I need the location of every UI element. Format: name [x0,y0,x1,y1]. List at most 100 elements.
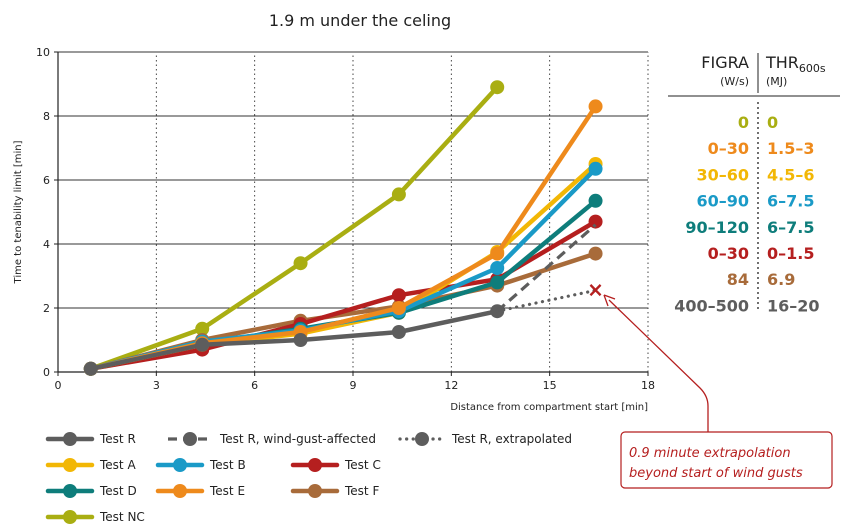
legend-item-test-d: Test D [48,484,137,498]
annotation: 0.9 minute extrapolation beyond start of… [604,295,832,488]
table-thr-value: 4.5–6 [767,165,814,184]
table-figra-value: 0–30 [708,139,749,158]
table-figra-value: 400–500 [674,296,749,315]
legend-item-test-f: Test F [293,484,379,498]
x-tick-label-0: 0 [55,379,62,392]
annotation-line-1: 0.9 minute extrapolation [629,446,791,461]
legend-item-test-nc: Test NC [48,510,145,524]
table-figra-value: 0 [738,113,749,132]
table-row-2: 30–60 4.5–6 [696,165,814,184]
legend-swatch-marker [308,484,322,498]
table-thr-value: 6.9 [767,270,795,289]
table-thr-value: 16–20 [767,296,820,315]
legend-swatch-marker [415,432,429,446]
point-test-b-4 [490,261,504,275]
table-thr-value: 0 [767,113,778,132]
legend-item-test-c: Test C [293,458,381,472]
table-row-7: 400–500 16–20 [674,296,819,315]
point-test-b-5 [589,162,603,176]
table-header-thr: THR600s [765,53,826,75]
legend-label: Test D [99,484,137,498]
point-test-e-5 [589,99,603,113]
table-row-4: 90–120 6–7.5 [685,218,814,237]
table-row-1: 0–30 1.5–3 [708,139,815,158]
legend-swatch-marker [63,432,77,446]
legend-label: Test F [344,484,379,498]
table-row-6: 84 6.9 [727,270,796,289]
legend-swatch-marker [308,458,322,472]
point-test-nc-3 [392,187,406,201]
series-test-r [84,304,504,376]
point-test-r-0 [84,362,98,376]
x-tick-label-1: 3 [153,379,160,392]
legend-item-test-r-wind-gust-affected: Test R, wind-gust-affected [168,432,376,446]
table-header-thr-main: THR [765,53,799,72]
point-test-r-3 [392,325,406,339]
point-test-e-4 [490,247,504,261]
series-layer: × [84,80,604,376]
y-axis-label: Time to tenability limit [min] [13,140,24,284]
point-test-d-4 [490,275,504,289]
legend-label: Test R, wind-gust-affected [219,432,376,446]
point-test-r-2 [294,333,308,347]
table-header-figra: FIGRA [701,53,749,72]
table-figra-value: 30–60 [696,165,749,184]
legend-label: Test R [99,432,136,446]
x-tick-label-6: 18 [641,379,655,392]
legend-label: Test E [209,484,245,498]
point-test-nc-2 [294,256,308,270]
y-tick-label-2: 4 [43,238,50,251]
y-tick-label-3: 6 [43,174,50,187]
x-tick-label-3: 9 [350,379,357,392]
legend-item-test-r-extrapolated: Test R, extrapolated [400,432,572,446]
legend-label: Test NC [99,510,145,524]
point-test-d-5 [589,194,603,208]
x-axis-label: Distance from compartment start [min] [450,402,648,413]
extrapolated-marker: × [587,277,604,301]
y-tick-label-0: 0 [43,366,50,379]
table-thr-value: 6–7.5 [767,218,814,237]
x-tick-label-4: 12 [444,379,458,392]
table-figra-value: 90–120 [685,218,749,237]
table-thr-value: 0–1.5 [767,244,814,263]
legend-label: Test B [209,458,246,472]
table-row-5: 0–30 0–1.5 [708,244,815,263]
legend-label: Test R, extrapolated [451,432,572,446]
legend-swatch-marker [183,432,197,446]
legend-swatch-marker [63,458,77,472]
table-row-3: 60–90 6–7.5 [696,192,814,211]
legend: Test R Test R, wind-gust-affected Test R, … [48,432,572,524]
table-rows: 0 0 0–30 1.5–3 30–60 4.5–6 60–90 6–7.5 90–120 6–7… [674,113,819,315]
legend-label: Test A [99,458,136,472]
x-tick-label-5: 15 [543,379,557,392]
chart-title: 1.9 m under the celing [269,11,451,30]
point-test-r-1 [195,338,209,352]
table-figra-value: 60–90 [696,192,749,211]
table-figra-value: 84 [727,270,749,289]
point-test-nc-4 [490,80,504,94]
legend-swatch-marker [63,484,77,498]
table-figra-value: 0–30 [708,244,749,263]
axes: 0 3 6 9 12 15 18 0 2 4 6 8 10 [36,46,655,392]
legend-item-test-e: Test E [158,484,245,498]
point-test-f-5 [589,247,603,261]
table-header-thr-sub: 600s [799,62,826,75]
annotation-line-2: beyond start of wind gusts [629,466,803,481]
y-tick-label-5: 10 [36,46,50,59]
legend-swatch-marker [63,510,77,524]
legend-swatch-marker [173,484,187,498]
legend-swatch-marker [173,458,187,472]
table-header-thr-unit: (MJ) [766,75,787,88]
table-thr-value: 6–7.5 [767,192,814,211]
legend-item-test-a: Test A [48,458,136,472]
legend-item-test-b: Test B [158,458,246,472]
legend-item-test-r: Test R [48,432,136,446]
y-tick-label-4: 8 [43,110,50,123]
series-line-test-b [91,169,596,369]
table-header-figra-unit: (W/s) [720,75,749,88]
figra-table: FIGRA (W/s) THR600s (MJ) 0 0 0–30 1.5–3 30–6… [668,53,840,315]
table-thr-value: 1.5–3 [767,139,814,158]
legend-label: Test C [344,458,381,472]
point-test-e-3 [392,301,406,315]
